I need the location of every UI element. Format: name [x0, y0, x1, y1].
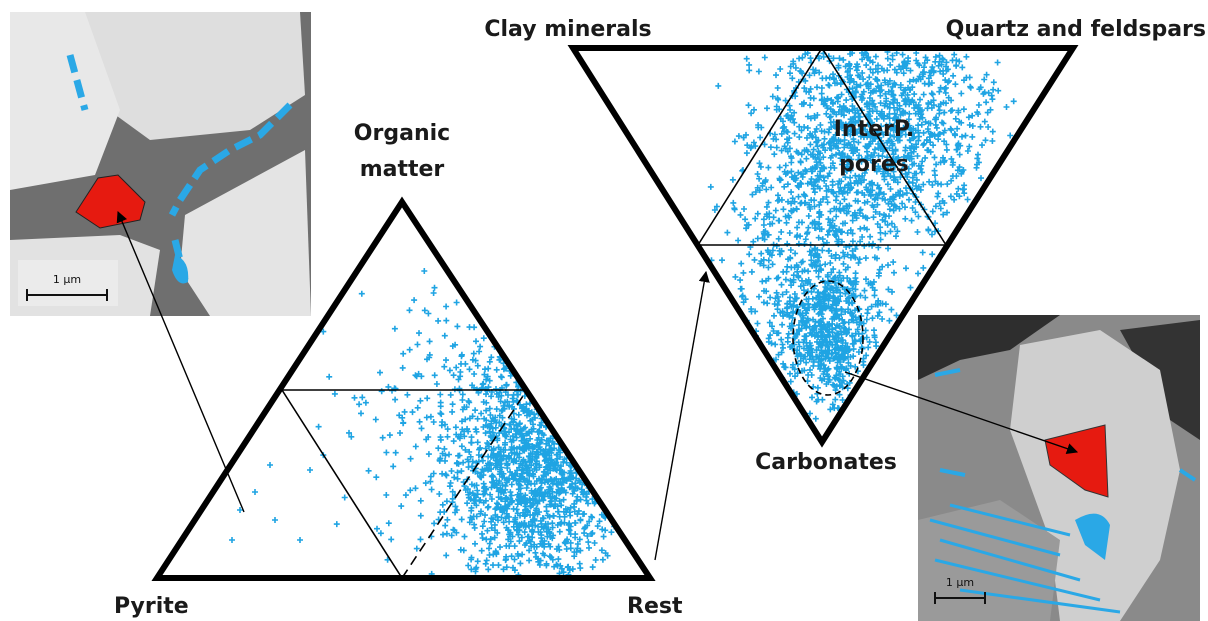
right-image: 1 µm: [918, 315, 1200, 621]
scale-label: 1 µm: [53, 273, 81, 286]
left-ternary: [151, 196, 656, 581]
vertex-label: Quartz and feldspars: [946, 17, 1206, 42]
scale-label: 1 µm: [946, 576, 974, 589]
vertex-label: Organic: [354, 121, 450, 146]
region-label: InterP.: [834, 117, 915, 142]
vertex-label: Carbonates: [755, 450, 897, 475]
region-label: pores: [839, 152, 909, 177]
left-image: 1 µm: [10, 12, 311, 316]
right-ternary: [567, 45, 1079, 448]
scatter-cloud: [229, 268, 618, 579]
vertex-label: Clay minerals: [484, 17, 651, 42]
vertex-label: matter: [360, 157, 445, 182]
arrows: [116, 210, 1079, 561]
vertex-label: Pyrite: [114, 594, 189, 619]
scatter-cloud: [707, 49, 1017, 422]
vertex-label: Rest: [627, 594, 683, 619]
